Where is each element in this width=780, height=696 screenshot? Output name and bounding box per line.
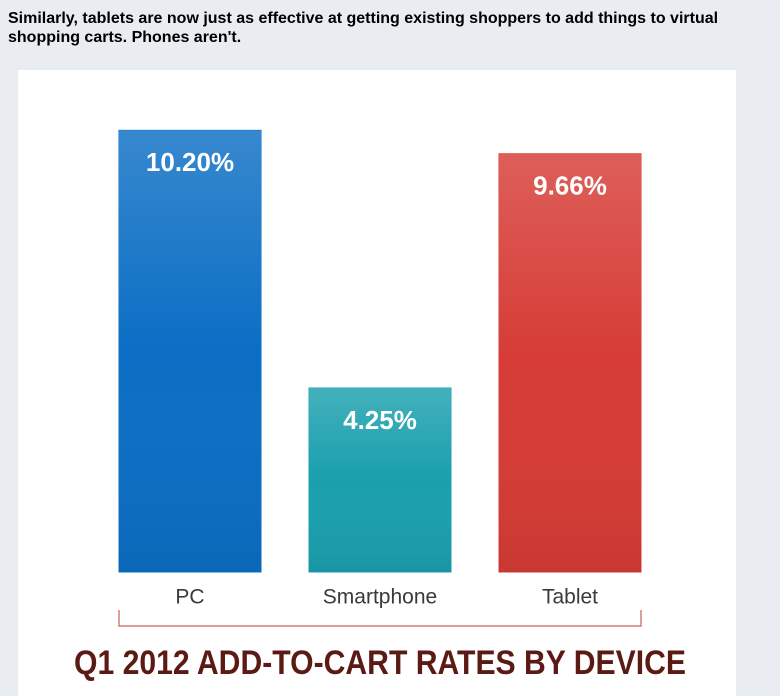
category-label: Smartphone <box>323 586 437 609</box>
bracket <box>118 610 642 627</box>
value-label: 4.25% <box>343 405 417 435</box>
category-label: PC <box>175 586 204 609</box>
bar-shade <box>499 153 641 573</box>
bar-shade <box>309 387 451 572</box>
chart: Q1 2012 ADD-TO-CART RATES BY DEVICE 10.2… <box>18 70 736 696</box>
header-text: Similarly, tablets are now just as effec… <box>8 10 719 46</box>
value-label: 9.66% <box>533 171 607 201</box>
chart-title: Q1 2012 ADD-TO-CART RATES BY DEVICE <box>74 644 686 682</box>
category-label: Tablet <box>542 586 598 609</box>
bar-shade <box>119 130 261 572</box>
value-label: 10.20% <box>146 147 234 177</box>
